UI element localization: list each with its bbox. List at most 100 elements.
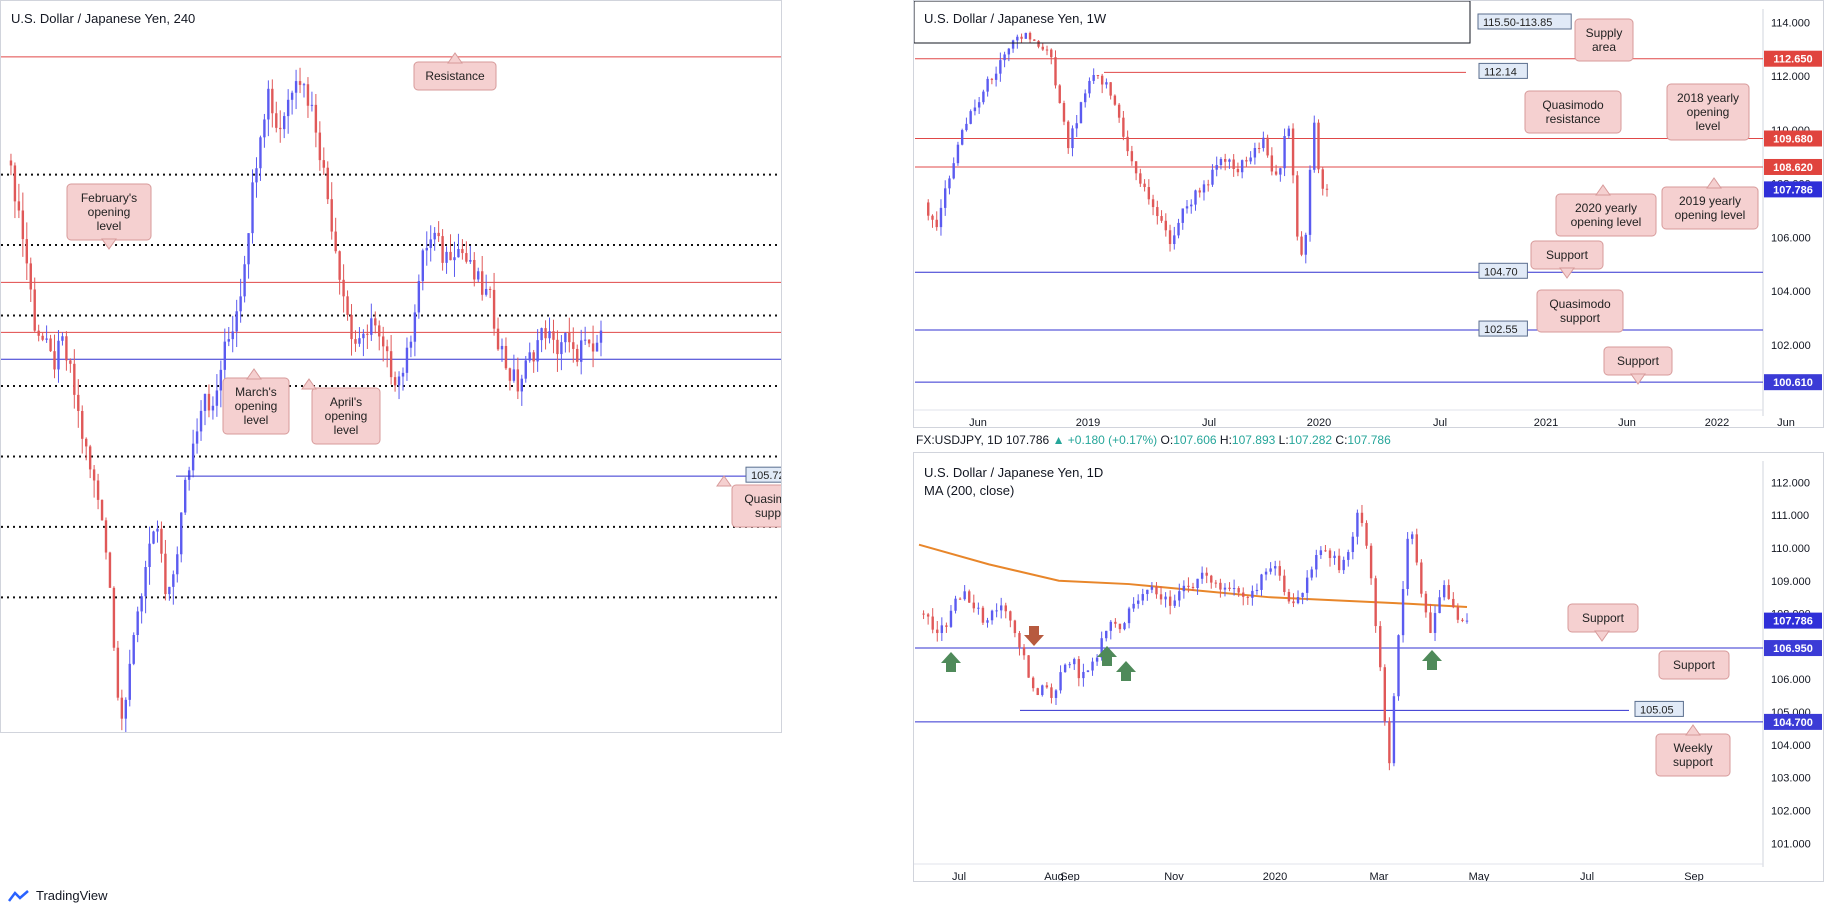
h4-candle: [9, 160, 13, 166]
d-zone-label-text: 105.05: [1640, 704, 1674, 716]
h4-candle: [314, 104, 318, 133]
h4-candle: [342, 279, 345, 297]
w-candle: [1024, 32, 1028, 39]
d-level-label: 104.700: [1773, 717, 1813, 729]
d-candle: [1310, 569, 1313, 578]
d-candle: [1442, 585, 1446, 598]
w-callout-qm-resist-text: resistance: [1546, 112, 1601, 126]
w-callout-qm-resist-text: Quasimodo: [1542, 98, 1604, 112]
h4-chart-panel[interactable]: 101.000101.500102.000102.500103.000103.5…: [0, 0, 782, 733]
d-callout-support2-text: Support: [1673, 658, 1716, 672]
h4-callout-apr-open-text: level: [334, 423, 359, 437]
w-x-tick: Jul: [1202, 417, 1216, 428]
w-candle: [1011, 40, 1015, 49]
d-candle: [1210, 575, 1213, 583]
tradingview-brand[interactable]: TradingView: [8, 888, 108, 903]
h4-candle: [195, 431, 199, 444]
h4-chart-svg[interactable]: 101.000101.500102.000102.500103.000103.5…: [1, 1, 782, 733]
d-candle: [1219, 582, 1222, 590]
w-candle: [1067, 121, 1070, 149]
d-candle: [1406, 538, 1409, 590]
h4-candle: [524, 360, 527, 379]
w-candle: [1050, 49, 1053, 58]
d-candle: [1068, 664, 1071, 666]
w-candle: [960, 130, 964, 145]
d-x-tick: Mar: [1370, 871, 1389, 882]
h4-callout-mar-open-text: opening: [235, 399, 278, 413]
w-candle: [1211, 169, 1214, 185]
daily-chart-svg[interactable]: 101.000102.000103.000104.000105.000106.0…: [914, 453, 1824, 882]
w-candle: [1300, 236, 1303, 255]
h4-candle: [81, 410, 84, 439]
weekly-chart-svg[interactable]: 102.000104.000106.000108.000110.000112.0…: [914, 1, 1824, 428]
d-callout-support2: [1658, 650, 1730, 680]
d-x-tick: Aug: [1044, 871, 1064, 882]
h4-candle: [560, 342, 563, 355]
w-x-tick: 2021: [1534, 417, 1558, 428]
w-candle: [977, 102, 981, 108]
h4-candle: [453, 257, 456, 261]
w-callout-support2-pointer: [1630, 373, 1646, 385]
h4-candle: [132, 635, 135, 664]
d-candle: [1013, 620, 1017, 634]
w-candle: [1037, 40, 1040, 47]
w-candle: [931, 215, 934, 220]
d-candle: [1082, 671, 1085, 679]
h4-candle: [433, 232, 436, 240]
h4-candle: [350, 314, 353, 340]
w-callout-2020-pointer: [1595, 184, 1611, 196]
d-x-tick: Jul: [1580, 871, 1594, 882]
w-candle: [1274, 171, 1278, 175]
h4-candle: [393, 377, 397, 386]
w-candle: [1228, 159, 1231, 162]
w-candle: [1308, 169, 1312, 235]
w-candle: [935, 219, 938, 228]
w-zone-label-text: 102.55: [1484, 324, 1518, 336]
h4-callout-mar-open-text: level: [244, 413, 269, 427]
h4-candle: [587, 339, 591, 344]
d-callout-weekly-text: Weekly: [1673, 741, 1712, 755]
h4-candle: [219, 369, 223, 391]
h4-candle: [457, 249, 460, 258]
h4-candle: [116, 647, 120, 698]
w-x-tick: Jun: [1777, 417, 1795, 428]
w-candle: [1202, 184, 1206, 193]
w-candle: [965, 123, 968, 131]
w-candle: [1088, 80, 1091, 94]
d-candle: [1397, 635, 1400, 697]
w-x-tick: 2020: [1307, 417, 1331, 428]
h4-zone-label-text: 105.72: [751, 470, 782, 482]
h4-candle: [263, 119, 266, 138]
d-candle: [1077, 659, 1081, 679]
w-candle: [1317, 122, 1320, 170]
h4-candle: [251, 182, 254, 234]
w-candle: [939, 207, 943, 228]
d-price-label: 107.786: [1773, 616, 1813, 628]
d-candle: [1073, 659, 1076, 665]
h4-callout-feb-open-pointer: [101, 238, 117, 250]
h4-candle: [231, 331, 234, 340]
d-y-tick: 101.000: [1771, 838, 1811, 850]
h4-candle: [397, 376, 401, 386]
w-candle: [927, 202, 930, 216]
h4-candle: [445, 251, 448, 263]
h4-candle: [330, 199, 333, 232]
daily-chart-panel[interactable]: 101.000 102.000 103.000 104.000 105.000 106.0…: [913, 452, 1824, 882]
h4-candle: [85, 438, 88, 447]
h4-callout-feb-open-text: February's: [81, 191, 137, 205]
w-candle: [1130, 151, 1134, 162]
daily-chart-title: U.S. Dollar / Japanese Yen, 1D: [924, 465, 1104, 480]
d-candle: [1063, 664, 1067, 673]
w-callout-2018: [1666, 83, 1750, 141]
w-x-tick: Jul: [1433, 417, 1447, 428]
weekly-chart-title: U.S. Dollar / Japanese Yen, 1W: [924, 11, 1107, 26]
w-candle: [1219, 159, 1223, 166]
h4-candle: [425, 247, 428, 251]
d-candle: [1274, 566, 1277, 569]
d-candle: [1264, 571, 1268, 575]
h4-candle: [496, 328, 500, 350]
daily-chart-subtitle: MA (200, close): [924, 483, 1015, 498]
w-callout-2019-text: 2019 yearly: [1679, 194, 1741, 208]
weekly-chart-panel[interactable]: 102.000104.000106.000108.000110.000112.0…: [913, 0, 1824, 428]
d-candle: [1301, 592, 1304, 598]
